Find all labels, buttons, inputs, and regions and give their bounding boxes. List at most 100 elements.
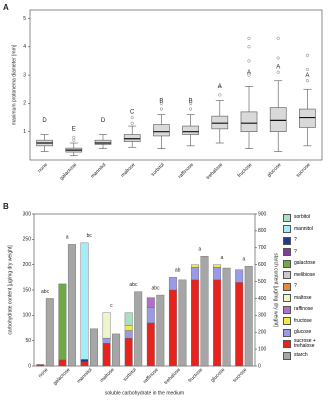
starch-bar — [112, 333, 121, 367]
significance-letter: C — [130, 110, 135, 116]
legend-item: starch — [283, 350, 329, 362]
y-axis-title: carbohydrate content [µg/mg dry weight] — [7, 245, 13, 335]
significance-letter: A — [247, 70, 251, 76]
legend-swatch — [283, 259, 291, 268]
stack-segment — [80, 361, 89, 367]
x-tick-label: none — [37, 367, 49, 379]
y2-tick-label: 100 — [258, 346, 267, 352]
y-tick-label: 50 — [25, 338, 31, 344]
stack-segment — [146, 297, 155, 308]
stack-segment — [80, 242, 89, 360]
starch-bar — [244, 266, 253, 367]
legend-item: fructose — [283, 316, 329, 328]
x-tick-label: raffinose — [142, 367, 160, 385]
x-tick-label: mannitol — [90, 162, 108, 180]
outlier — [159, 107, 163, 111]
legend-swatch — [283, 236, 291, 245]
y2-axis-title: starch content [µg/mg dry weight] — [273, 253, 279, 327]
legend-swatch — [283, 305, 291, 314]
legend-item: mannitol — [283, 224, 329, 236]
legend-label: glucose — [294, 329, 312, 335]
starch-bar — [200, 256, 209, 367]
significance-letter: bc — [87, 233, 93, 239]
significance-letter: abc — [152, 285, 161, 291]
legend-swatch — [283, 271, 291, 280]
outlier — [247, 73, 251, 77]
legend: sorbitol mannitol?? galactose melibiose? mal… — [283, 212, 329, 362]
legend-label: raffinose — [294, 306, 314, 312]
y-tick-label: 1 — [23, 129, 26, 135]
y-tick-label: 300 — [23, 211, 32, 217]
legend-label: maltose — [294, 294, 312, 301]
x-tick-label: trehalose — [205, 162, 224, 181]
significance-letter: E — [72, 127, 76, 133]
outlier — [189, 101, 193, 105]
outlier — [130, 121, 134, 125]
legend-swatch — [283, 351, 291, 360]
box — [123, 134, 141, 142]
outlier — [72, 138, 76, 142]
significance-letter: a — [66, 235, 69, 241]
stack-segment — [124, 337, 133, 367]
stack-segment — [235, 269, 244, 283]
x-tick-label: galactose — [52, 367, 72, 387]
x-tick-label: mannitol — [76, 367, 94, 385]
legend-item: ? — [283, 281, 329, 293]
stack-segment — [80, 359, 89, 363]
legend-item: sucrose + trehalose — [283, 337, 329, 351]
y2-tick-label: 200 — [258, 330, 267, 336]
x-tick-label: glucose — [266, 162, 283, 179]
significance-letter: D — [101, 118, 106, 124]
significance-letter: abc — [41, 289, 50, 295]
stack-segment — [102, 343, 111, 367]
y2-tick-label: 300 — [258, 313, 267, 319]
outlier — [305, 79, 309, 83]
outlier — [159, 101, 163, 105]
outlier — [305, 67, 309, 71]
significance-letter: A — [305, 73, 309, 79]
significance-letter: a — [220, 255, 223, 261]
stack-segment — [58, 283, 67, 361]
legend-item: raffinose — [283, 304, 329, 316]
outlier — [276, 36, 280, 40]
stack-segment — [191, 264, 199, 268]
legend-swatch — [283, 340, 291, 349]
starch-bar — [90, 328, 98, 367]
box — [211, 115, 229, 130]
y2-tick-label: 400 — [258, 296, 267, 302]
stack-segment — [213, 279, 222, 367]
stack-segment — [146, 307, 155, 324]
outlier — [218, 93, 222, 97]
starch-bar — [67, 244, 76, 367]
y2-tick-label: 600 — [258, 262, 267, 268]
legend-label: sorbitol — [294, 214, 311, 220]
outlier — [276, 70, 280, 74]
legend-swatch — [283, 248, 291, 257]
legend-swatch — [283, 213, 291, 222]
legend-swatch — [283, 328, 291, 337]
legend-swatch — [283, 225, 291, 234]
significance-letter: B — [189, 98, 193, 104]
box — [94, 139, 112, 145]
outlier — [218, 84, 222, 88]
box — [299, 108, 316, 128]
x-tick-label: sorbitol — [150, 162, 166, 178]
x-axis-title: soluble carbohydrate in the medium — [105, 390, 184, 396]
outlier — [305, 53, 309, 57]
legend-item: maltose — [283, 293, 329, 305]
legend-label: sucrose + trehalose — [294, 337, 316, 350]
box — [182, 125, 199, 135]
y2-tick-label: 800 — [258, 228, 267, 234]
legend-label: ? — [294, 283, 297, 289]
stack-segment — [213, 267, 222, 281]
outlier — [189, 107, 193, 111]
legend-label: galactose — [294, 260, 316, 266]
starch-bar — [134, 291, 143, 367]
x-tick-label: fructose — [237, 162, 254, 179]
x-tick-label: sucrose — [295, 162, 312, 179]
x-tick-label: maltose — [120, 162, 137, 179]
significance-letter: D — [42, 118, 47, 124]
stack-segment — [213, 264, 222, 268]
